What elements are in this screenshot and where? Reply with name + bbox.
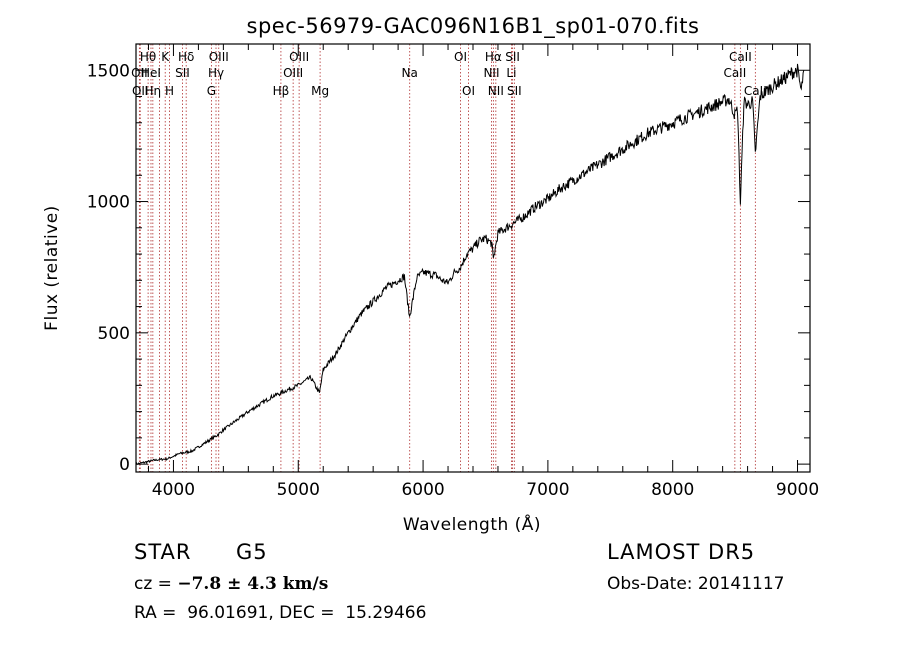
line-label-19: OI	[462, 84, 475, 98]
line-label-15: OIII	[289, 50, 309, 64]
y-axis-label: Flux (relative)	[42, 205, 62, 331]
line-label-26: CaII	[723, 66, 746, 80]
line-label-9: Hδ	[178, 50, 194, 64]
line-label-7: H	[165, 84, 174, 98]
x-tick-label: 8000	[651, 480, 694, 500]
plot-frame	[135, 43, 811, 473]
cz-prefix: cz =	[134, 574, 178, 594]
line-label-16: Mg	[311, 84, 329, 98]
x-tick-label: 4000	[152, 480, 195, 500]
spectrum-line	[135, 63, 805, 466]
line-label-13: Hβ	[273, 84, 290, 98]
y-tick-label: 1000	[87, 193, 130, 213]
line-label-8: SII	[175, 66, 190, 80]
ra-dec-readout: RA = 96.01691, DEC = 15.29466	[134, 603, 427, 623]
line-labels: HθOIIOIIHeIHηKHSIIHδGHγOIIIHβOIIIOIIIMgN…	[131, 50, 767, 98]
reference-lines	[138, 44, 756, 472]
line-label-25: SII	[507, 84, 522, 98]
x-tick-label: 6000	[401, 480, 444, 500]
chart-title: spec-56979-GAC096N16B1_sp01-070.fits	[247, 14, 700, 39]
line-label-11: Hγ	[208, 66, 224, 80]
class-label: STAR	[134, 540, 192, 564]
x-tick-label: 9000	[776, 480, 819, 500]
line-label-10: G	[207, 84, 216, 98]
cz-value: −7.8 ± 4.3 km/s	[177, 574, 329, 594]
line-label-27: CaII	[729, 50, 752, 64]
line-label-0: Hθ	[140, 50, 156, 64]
line-label-23: Li	[506, 66, 516, 80]
y-axis: 0 500 1000 1500	[87, 43, 810, 475]
line-label-18: OI	[454, 50, 467, 64]
line-label-20: NII	[483, 66, 499, 80]
y-tick-label: 500	[98, 324, 130, 344]
y-tick-label: 0	[119, 455, 130, 475]
x-tick-label: 7000	[526, 480, 569, 500]
line-label-12: OIII	[209, 50, 229, 64]
x-axis: 4000 5000 6000 7000 8000 9000	[147, 44, 819, 500]
line-label-24: SII	[505, 50, 520, 64]
line-label-17: Na	[402, 66, 418, 80]
line-label-1: OII	[131, 66, 148, 80]
subclass-label: G5	[236, 540, 268, 564]
x-axis-label: Wavelength (Å)	[403, 513, 541, 535]
line-label-4: Hη	[145, 84, 162, 98]
line-label-22: NII	[488, 84, 504, 98]
survey-label: LAMOST DR5	[607, 540, 756, 564]
obs-date: Obs-Date: 20141117	[607, 574, 785, 594]
x-tick-label: 5000	[277, 480, 320, 500]
line-label-21: Hα	[485, 50, 502, 64]
line-label-14: OIII	[283, 66, 303, 80]
redshift-readout: cz = −7.8 ± 4.3 km/s	[134, 574, 328, 594]
line-label-3: HeI	[141, 66, 161, 80]
y-tick-label: 1500	[87, 61, 130, 81]
line-label-6: K	[161, 50, 170, 64]
